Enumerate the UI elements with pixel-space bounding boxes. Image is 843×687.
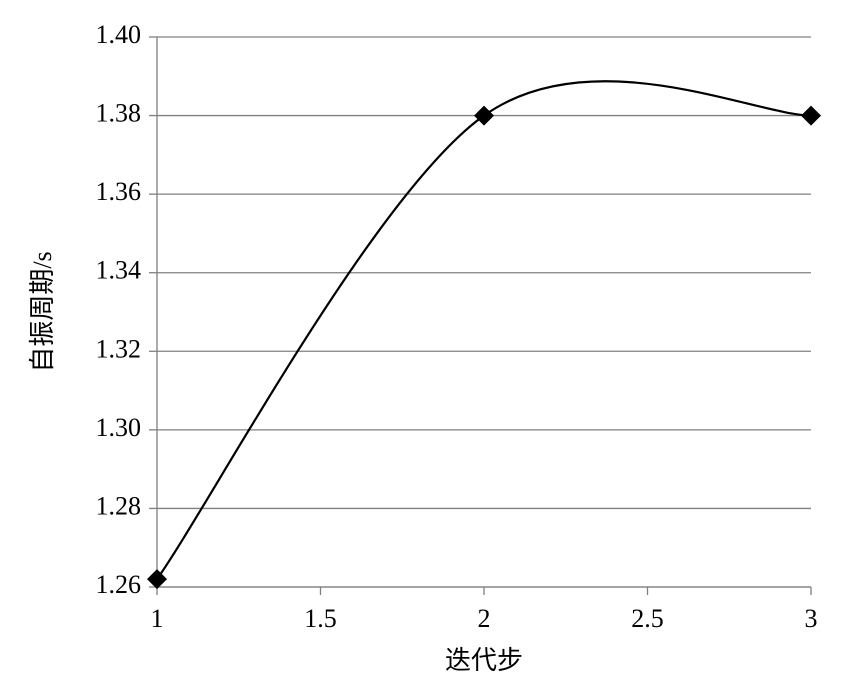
data-marker <box>474 105 494 126</box>
y-tick-label: 1.26 <box>96 570 142 599</box>
y-tick-label: 1.34 <box>96 256 142 285</box>
data-line <box>156 80 812 580</box>
y-tick-label: 1.36 <box>96 177 142 206</box>
data-marker <box>147 569 167 590</box>
y-tick-label: 1.40 <box>96 20 142 49</box>
data-marker <box>801 105 821 126</box>
x-tick-label: 1.5 <box>304 604 337 633</box>
y-tick-label: 1.30 <box>96 413 142 442</box>
x-tick-label: 2.5 <box>631 604 664 633</box>
x-tick-label: 1 <box>151 604 164 633</box>
y-tick-label: 1.28 <box>96 491 142 520</box>
y-tick-label: 1.38 <box>96 99 142 128</box>
x-tick-label: 2 <box>478 604 491 633</box>
y-tick-label: 1.32 <box>96 334 142 363</box>
x-axis-label: 迭代步 <box>445 646 523 675</box>
y-axis-label: 自振周期/s <box>28 251 57 372</box>
x-tick-label: 3 <box>805 604 818 633</box>
